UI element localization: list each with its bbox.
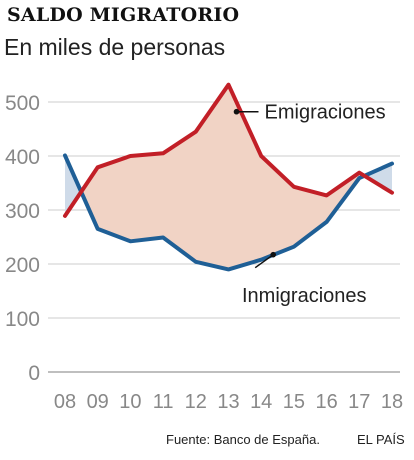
y-tick-label: 400	[5, 146, 40, 169]
x-tick-label: 09	[87, 391, 109, 413]
x-tick-label: 15	[283, 391, 305, 413]
series-label-layer: Emigraciones Inmigraciones	[233, 102, 386, 307]
x-tick-label: 10	[119, 391, 141, 413]
brand-logo-text: EL PAÍS	[357, 432, 405, 447]
tick-label-layer: 0 100 200 300 400 500 08 09 10 11 12 13 14 15 16 17 18	[5, 92, 403, 413]
y-tick-label: 100	[5, 308, 40, 331]
x-tick-label: 13	[217, 391, 239, 413]
source-note: Fuente: Banco de España.	[166, 432, 320, 447]
y-tick-label: 300	[5, 200, 40, 223]
x-tick-label: 18	[381, 391, 403, 413]
gap-area-emigration-higher	[81, 84, 365, 270]
inmigraciones-label: Inmigraciones	[242, 285, 367, 307]
chart-title: SALDO MIGRATORIO	[7, 4, 240, 26]
inmigraciones-line	[63, 153, 394, 272]
emigraciones-leader-dot	[233, 108, 240, 115]
gap-area-immigration-higher	[65, 155, 82, 216]
emigraciones-label: Emigraciones	[265, 102, 386, 124]
y-tick-label: 0	[28, 362, 40, 385]
series-line-layer	[63, 82, 394, 272]
x-tick-label: 08	[54, 391, 76, 413]
x-tick-label: 16	[315, 391, 337, 413]
y-tick-label: 200	[5, 254, 40, 277]
x-tick-label: 14	[250, 391, 272, 413]
x-tick-label: 11	[153, 391, 174, 413]
inmigraciones-leader-line	[254, 254, 274, 269]
gap-area-immigration-higher	[364, 163, 392, 193]
chart-subtitle: En miles de personas	[4, 34, 226, 60]
y-tick-label: 500	[5, 92, 40, 115]
inmigraciones-leader-dot	[270, 251, 277, 258]
x-tick-label: 17	[348, 391, 370, 413]
emigraciones-line	[63, 82, 394, 218]
fill-between-layer	[65, 84, 392, 270]
migration-line-chart: 0 100 200 300 400 500 08 09 10 11 12 13 14 15 16 17 18 E…	[5, 82, 403, 413]
x-tick-label: 12	[185, 391, 207, 413]
